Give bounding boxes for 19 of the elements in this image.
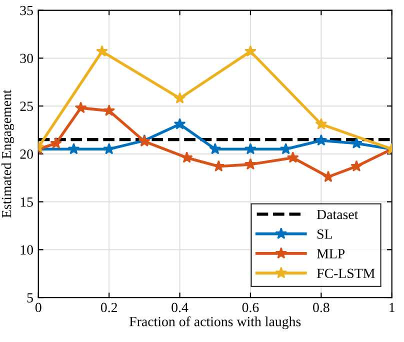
y-tick-label: 15 [20,197,33,207]
legend-label: FC-LSTM [316,268,375,278]
legend-label: MLP [316,249,345,258]
y-tick-label: 20 [20,149,33,159]
y-tick-label: 35 [20,6,33,16]
x-tick-label: 0.2 [100,302,117,312]
y-tick-label: 10 [20,245,33,255]
x-tick-label: 0 [35,302,42,312]
x-tick-label: 0.8 [313,302,330,312]
y-tick-label: 5 [27,293,33,302]
x-tick-label: 0.4 [172,302,188,312]
y-tick-label: 25 [20,102,33,111]
y-tick-label: 30 [20,54,33,64]
y-axis-title: Estimated Engagement [1,90,14,218]
legend-label: SL [317,229,332,239]
x-tick-label: 1 [390,302,395,312]
x-tick-label: 0.6 [242,302,259,312]
x-axis-title: Fraction of actions with laughs [130,316,301,330]
legend-label: Dataset [316,210,358,220]
